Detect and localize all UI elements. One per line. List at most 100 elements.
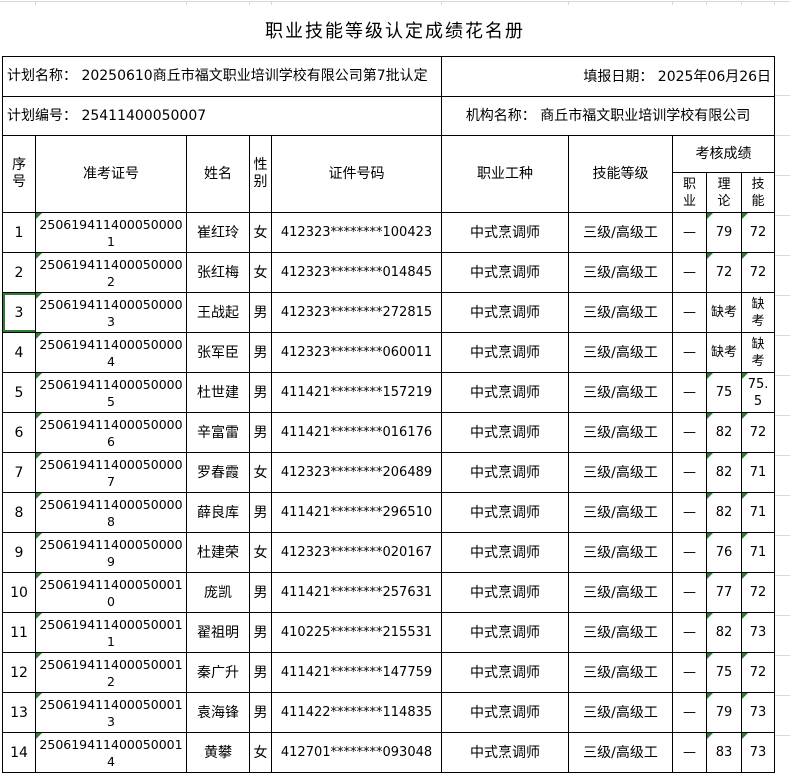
cell-ticket[interactable]: 2506194114000500003	[35, 292, 187, 333]
header-score-theory[interactable]: 理论	[706, 172, 743, 213]
cell-s_theory[interactable]: 82	[706, 452, 743, 493]
plan-name-cell[interactable]: 计划名称： 20250610商丘市福文职业培训学校有限公司第7批认定	[1, 56, 443, 97]
cell-occupation[interactable]: 中式烹调师	[441, 452, 570, 493]
cell-name[interactable]: 薛良库	[186, 492, 250, 533]
cell-id_no[interactable]: 412701********093048	[270, 732, 443, 773]
header-score-occupation[interactable]: 职业	[672, 172, 708, 213]
cell-level[interactable]: 三级/高级工	[568, 252, 674, 293]
cell-s_occ[interactable]: —	[672, 652, 708, 693]
header-score-skill[interactable]: 技能	[741, 172, 776, 213]
cell-gender[interactable]: 女	[249, 212, 272, 253]
cell-s_skill[interactable]: 75.5	[741, 372, 776, 413]
cell-occupation[interactable]: 中式烹调师	[441, 652, 570, 693]
cell-name[interactable]: 张军臣	[186, 332, 250, 373]
cell-ticket[interactable]: 2506194114000500002	[35, 252, 187, 293]
cell-name[interactable]: 袁海锋	[186, 692, 250, 733]
cell-s_occ[interactable]: —	[672, 372, 708, 413]
cell-gender[interactable]: 男	[249, 572, 272, 613]
cell-occupation[interactable]: 中式烹调师	[441, 572, 570, 613]
cell-ticket[interactable]: 2506194114000500004	[35, 332, 187, 373]
cell-gender[interactable]: 女	[249, 532, 272, 573]
cell-occupation[interactable]: 中式烹调师	[441, 412, 570, 453]
header-score-group[interactable]: 考核成绩	[672, 135, 776, 173]
cell-s_occ[interactable]: —	[672, 532, 708, 573]
cell-id_no[interactable]: 412323********020167	[270, 532, 443, 573]
cell-s_theory[interactable]: 缺考	[706, 292, 743, 333]
cell-level[interactable]: 三级/高级工	[568, 532, 674, 573]
cell-s_occ[interactable]: —	[672, 492, 708, 533]
cell-gender[interactable]: 女	[249, 732, 272, 773]
cell-seq[interactable]: 9	[2, 532, 36, 573]
cell-ticket[interactable]: 2506194114000500010	[35, 572, 187, 613]
cell-occupation[interactable]: 中式烹调师	[441, 372, 570, 413]
cell-s_theory[interactable]: 76	[706, 532, 743, 573]
cell-occupation[interactable]: 中式烹调师	[441, 492, 570, 533]
cell-seq[interactable]: 10	[2, 572, 36, 613]
cell-name[interactable]: 秦广升	[186, 652, 250, 693]
cell-s_occ[interactable]: —	[672, 212, 708, 253]
cell-level[interactable]: 三级/高级工	[568, 412, 674, 453]
cell-ticket[interactable]: 2506194114000500005	[35, 372, 187, 413]
cell-ticket[interactable]: 2506194114000500012	[35, 652, 187, 693]
cell-gender[interactable]: 男	[249, 372, 272, 413]
cell-s_skill[interactable]: 缺考	[741, 292, 776, 333]
header-gender[interactable]: 性别	[249, 135, 272, 213]
header-occupation[interactable]: 职业工种	[441, 135, 570, 213]
cell-s_theory[interactable]: 75	[706, 652, 743, 693]
cell-seq[interactable]: 12	[2, 652, 36, 693]
header-seq[interactable]: 序号	[2, 135, 36, 213]
cell-s_skill[interactable]: 71	[741, 492, 776, 533]
cell-ticket[interactable]: 2506194114000500001	[35, 212, 187, 253]
cell-ticket[interactable]: 2506194114000500007	[35, 452, 187, 493]
plan-code-cell[interactable]: 计划编号： 25411400050007	[1, 96, 443, 136]
cell-s_theory[interactable]: 82	[706, 412, 743, 453]
cell-seq[interactable]: 6	[2, 412, 36, 453]
cell-seq[interactable]: 4	[2, 332, 36, 373]
cell-id_no[interactable]: 412323********272815	[270, 292, 443, 333]
cell-s_skill[interactable]: 缺考	[741, 332, 776, 373]
cell-s_occ[interactable]: —	[672, 732, 708, 773]
cell-id_no[interactable]: 411421********257631	[270, 572, 443, 613]
cell-level[interactable]: 三级/高级工	[568, 492, 674, 533]
cell-s_theory[interactable]: 缺考	[706, 332, 743, 373]
cell-name[interactable]: 杜建荣	[186, 532, 250, 573]
cell-s_occ[interactable]: —	[672, 612, 708, 653]
cell-s_theory[interactable]: 77	[706, 572, 743, 613]
cell-level[interactable]: 三级/高级工	[568, 292, 674, 333]
cell-s_theory[interactable]: 72	[706, 252, 743, 293]
cell-gender[interactable]: 男	[249, 412, 272, 453]
header-id-number[interactable]: 证件号码	[270, 135, 443, 213]
cell-id_no[interactable]: 412323********206489	[270, 452, 443, 493]
cell-s_skill[interactable]: 72	[741, 652, 776, 693]
cell-level[interactable]: 三级/高级工	[568, 452, 674, 493]
cell-s_skill[interactable]: 73	[741, 612, 776, 653]
cell-occupation[interactable]: 中式烹调师	[441, 332, 570, 373]
header-ticket[interactable]: 准考证号	[35, 135, 187, 213]
cell-s_occ[interactable]: —	[672, 692, 708, 733]
cell-s_occ[interactable]: —	[672, 292, 708, 333]
cell-s_occ[interactable]: —	[672, 412, 708, 453]
cell-id_no[interactable]: 411421********157219	[270, 372, 443, 413]
cell-s_skill[interactable]: 71	[741, 532, 776, 573]
cell-s_theory[interactable]: 82	[706, 612, 743, 653]
fill-date-cell[interactable]: 填报日期： 2025年06月26日	[441, 56, 776, 97]
cell-level[interactable]: 三级/高级工	[568, 212, 674, 253]
cell-occupation[interactable]: 中式烹调师	[441, 612, 570, 653]
cell-ticket[interactable]: 2506194114000500013	[35, 692, 187, 733]
cell-ticket[interactable]: 2506194114000500006	[35, 412, 187, 453]
cell-gender[interactable]: 男	[249, 612, 272, 653]
cell-s_occ[interactable]: —	[672, 452, 708, 493]
cell-s_skill[interactable]: 72	[741, 212, 776, 253]
cell-seq[interactable]: 1	[2, 212, 36, 253]
cell-id_no[interactable]: 411422********114835	[270, 692, 443, 733]
cell-id_no[interactable]: 412323********100423	[270, 212, 443, 253]
cell-s_skill[interactable]: 73	[741, 732, 776, 773]
cell-s_occ[interactable]: —	[672, 332, 708, 373]
cell-s_theory[interactable]: 79	[706, 212, 743, 253]
cell-name[interactable]: 辛富雷	[186, 412, 250, 453]
cell-gender[interactable]: 男	[249, 652, 272, 693]
cell-seq[interactable]: 11	[2, 612, 36, 653]
cell-s_skill[interactable]: 72	[741, 572, 776, 613]
cell-ticket[interactable]: 2506194114000500009	[35, 532, 187, 573]
cell-s_theory[interactable]: 79	[706, 692, 743, 733]
